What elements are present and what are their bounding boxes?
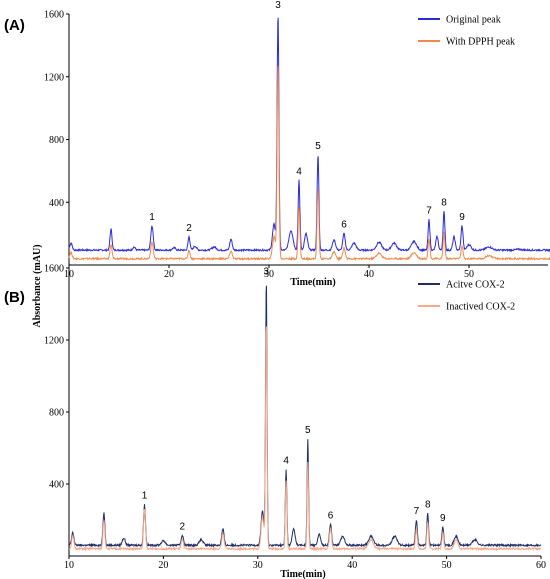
panel-a-legend: Original peak With DPPH peak: [418, 15, 515, 48]
series-line-1: [68, 285, 542, 549]
peak-label: 9: [440, 513, 446, 524]
y-tick-label: 1200: [44, 336, 64, 347]
y-tick-label: 1200: [44, 72, 64, 83]
peak-label: 7: [414, 506, 420, 517]
panel-a-peak-labels: 1 2 3 4 5 6 78 9: [149, 0, 465, 234]
peak-label: 3: [275, 0, 281, 11]
panel-b-tick-labels: 400 800 1200 1600 10 20 30 40 50 60: [44, 264, 546, 572]
x-tick-label: 20: [158, 560, 168, 571]
x-tick-label: 40: [347, 560, 357, 571]
panel-b-axes: [66, 267, 542, 559]
series-line-2: [68, 65, 550, 262]
peak-label: 8: [425, 500, 431, 511]
peak-label: 4: [296, 166, 302, 177]
x-tick-label: 60: [536, 560, 546, 571]
y-tick-label: 1600: [44, 264, 64, 275]
legend-label: Acitve COX-2: [446, 280, 505, 291]
peak-label: 3: [264, 267, 270, 278]
y-tick-label: 400: [49, 480, 64, 491]
panel-b-x-axis-title: Time(min): [280, 569, 325, 579]
series-line-1: [68, 17, 550, 253]
panel-a-label: (A): [4, 17, 25, 34]
peak-label: 4: [283, 456, 289, 467]
legend-label: With DPPH peak: [446, 37, 515, 48]
series-line-2: [68, 326, 542, 552]
y-tick-label: 400: [49, 198, 64, 209]
legend-label: Inactived COX-2: [446, 302, 515, 313]
peak-label: 5: [315, 141, 321, 152]
peak-label: 5: [305, 425, 311, 436]
peak-label: 6: [328, 511, 334, 522]
peak-label: 2: [179, 521, 185, 532]
x-tick-label: 50: [442, 560, 452, 571]
x-tick-label: 30: [264, 269, 274, 280]
y-tick-label: 800: [49, 408, 64, 419]
x-tick-label: 20: [164, 269, 174, 280]
peak-label: 7: [426, 206, 432, 217]
panel-b: (B) 1 2 3 4 5 6 789 400 800 1200 1600 10 20 30 40 50 60…: [4, 264, 546, 579]
peak-label: 6: [341, 220, 347, 231]
x-tick-label: 40: [364, 269, 374, 280]
x-tick-label: 10: [64, 560, 74, 571]
panel-a-axes: [66, 13, 548, 268]
panel-b-label: (B): [4, 289, 25, 306]
panel-b-legend: Acitve COX-2 Inactived COX-2: [418, 280, 515, 313]
peak-label: 2: [186, 223, 192, 234]
panel-b-peak-labels: 1 2 3 4 5 6 789: [142, 267, 446, 533]
y-tick-label: 1600: [44, 10, 64, 21]
x-tick-label: 50: [464, 269, 474, 280]
panel-b-series: [68, 285, 542, 552]
y-tick-label: 800: [49, 135, 64, 146]
peak-label: 8: [441, 198, 447, 209]
y-axis-title: Absorbance (mAU): [32, 244, 43, 327]
panel-a-x-axis-title: Time(min): [290, 277, 335, 288]
panel-a-series: [68, 17, 550, 262]
peak-label: 9: [459, 212, 465, 223]
x-tick-label: 30: [253, 560, 263, 571]
peak-label: 1: [142, 491, 148, 502]
legend-label: Original peak: [446, 15, 501, 26]
peak-label: 1: [149, 212, 155, 223]
